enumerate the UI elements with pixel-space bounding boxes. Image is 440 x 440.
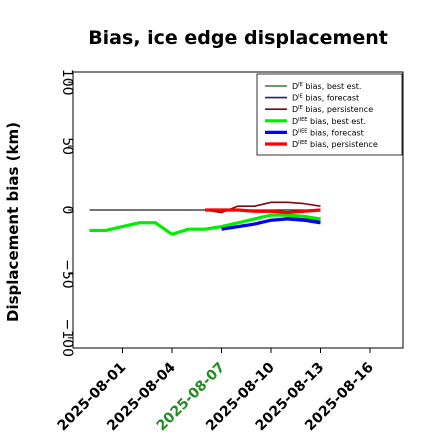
legend-label-ie-forecast: DIE bias, forecast	[292, 94, 359, 103]
series-line-iiee-forecast	[221, 217, 321, 231]
legend-label-iiee-forecast: DIIEE bias, forecast	[292, 128, 364, 137]
series-line-iiee-persistence	[205, 208, 321, 215]
legend-label-ie-best: DIE bias, best est.	[292, 82, 361, 91]
legend-label-iiee-persistence: DIIEE bias, persistence	[292, 140, 378, 149]
y-axis-label: Displacement bias (km)	[4, 122, 22, 322]
chart-title: Bias, ice edge displacement	[88, 27, 388, 49]
y-tick-label: −100	[59, 319, 75, 357]
legend: DIE bias, best est. DIE bias, forecast DIE…	[256, 73, 403, 156]
y-tick-label: 100	[59, 69, 75, 96]
series-layer	[89, 201, 321, 236]
y-axis-ticks: 100 50 0 −50 −100	[59, 69, 75, 357]
y-tick-label: 50	[59, 137, 75, 155]
series-line-iiee-best	[89, 213, 321, 236]
y-tick-label: 0	[59, 206, 75, 215]
y-tick-label: −50	[59, 259, 75, 289]
legend-label-iiee-best: DIIEE bias, best est.	[292, 117, 366, 126]
legend-box	[256, 73, 403, 156]
x-axis-ticks: 2025-08-012025-08-042025-08-072025-08-10…	[55, 348, 377, 434]
legend-label-ie-persistence: DIE bias, persistence	[292, 105, 373, 114]
